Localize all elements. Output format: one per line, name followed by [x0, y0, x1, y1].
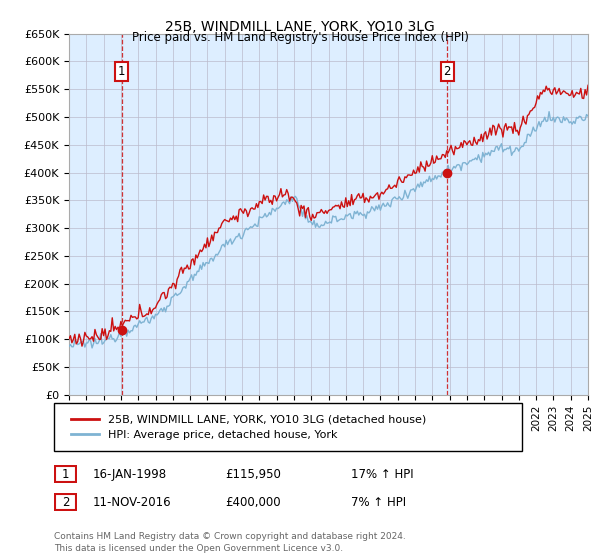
Text: 7% ↑ HPI: 7% ↑ HPI: [351, 496, 406, 509]
Text: 25B, WINDMILL LANE, YORK, YO10 3LG: 25B, WINDMILL LANE, YORK, YO10 3LG: [165, 20, 435, 34]
Text: Contains HM Land Registry data © Crown copyright and database right 2024.
This d: Contains HM Land Registry data © Crown c…: [54, 533, 406, 553]
Text: £400,000: £400,000: [225, 496, 281, 509]
Text: 1: 1: [62, 468, 69, 481]
Text: 16-JAN-1998: 16-JAN-1998: [93, 468, 167, 481]
Text: 11-NOV-2016: 11-NOV-2016: [93, 496, 172, 509]
Text: 17% ↑ HPI: 17% ↑ HPI: [351, 468, 413, 481]
Text: 2: 2: [62, 496, 69, 509]
FancyBboxPatch shape: [55, 494, 76, 510]
Text: 1: 1: [118, 65, 125, 78]
Text: £115,950: £115,950: [225, 468, 281, 481]
Text: Price paid vs. HM Land Registry's House Price Index (HPI): Price paid vs. HM Land Registry's House …: [131, 31, 469, 44]
Text: 2: 2: [443, 65, 451, 78]
FancyBboxPatch shape: [55, 466, 76, 482]
Legend: 25B, WINDMILL LANE, YORK, YO10 3LG (detached house), HPI: Average price, detache: 25B, WINDMILL LANE, YORK, YO10 3LG (deta…: [64, 408, 433, 446]
